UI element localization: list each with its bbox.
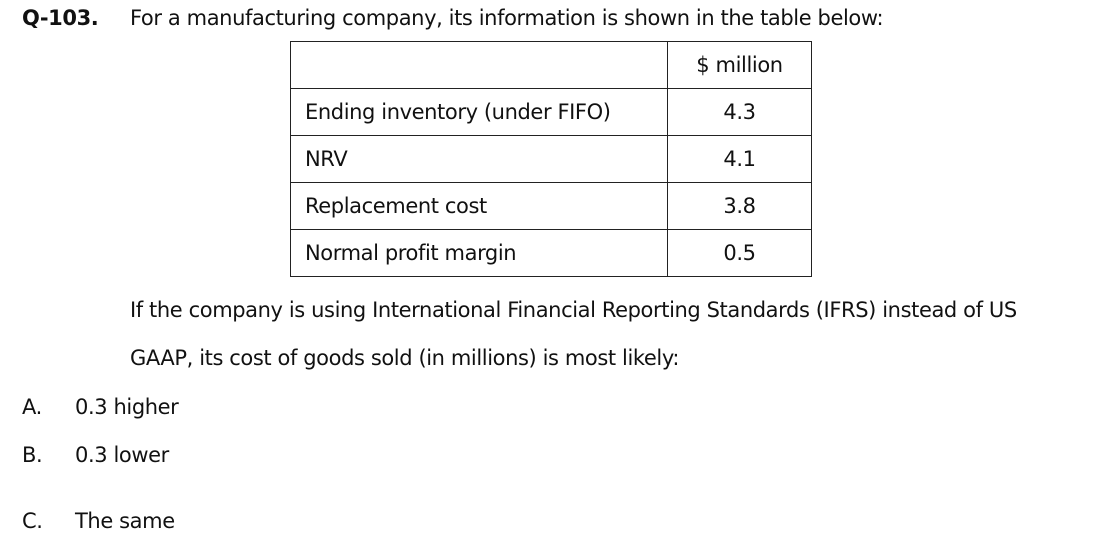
- table-cell: 0.5: [667, 229, 812, 277]
- table-row: Replacement cost 3.8: [290, 182, 812, 230]
- option-text: 0.3 lower: [75, 443, 169, 467]
- table-cell: Normal profit margin: [290, 229, 668, 277]
- table-cell: Ending inventory (under FIFO): [290, 88, 668, 136]
- table-cell: 4.1: [667, 135, 812, 183]
- table-cell: 3.8: [667, 182, 812, 230]
- question-number: Q-103.: [22, 6, 99, 30]
- data-table: $ million Ending inventory (under FIFO) 4.…: [290, 41, 812, 277]
- table-row: Normal profit margin 0.5: [290, 229, 812, 277]
- table-cell: Replacement cost: [290, 182, 668, 230]
- question-text: If the company is using International Fi…: [130, 298, 1017, 322]
- table-row: $ million: [290, 41, 812, 89]
- option-letter: C.: [22, 509, 43, 533]
- option-text: The same: [75, 509, 175, 533]
- table-cell: [290, 41, 668, 89]
- table-cell: 4.3: [667, 88, 812, 136]
- option-letter: B.: [22, 443, 43, 467]
- option-letter: A.: [22, 395, 42, 419]
- table-row: Ending inventory (under FIFO) 4.3: [290, 88, 812, 136]
- table-cell: NRV: [290, 135, 668, 183]
- table-row: NRV 4.1: [290, 135, 812, 183]
- option-text: 0.3 higher: [75, 395, 179, 419]
- question-intro: For a manufacturing company, its informa…: [130, 6, 884, 30]
- question-text: GAAP, its cost of goods sold (in million…: [130, 346, 680, 370]
- table-cell: $ million: [667, 41, 812, 89]
